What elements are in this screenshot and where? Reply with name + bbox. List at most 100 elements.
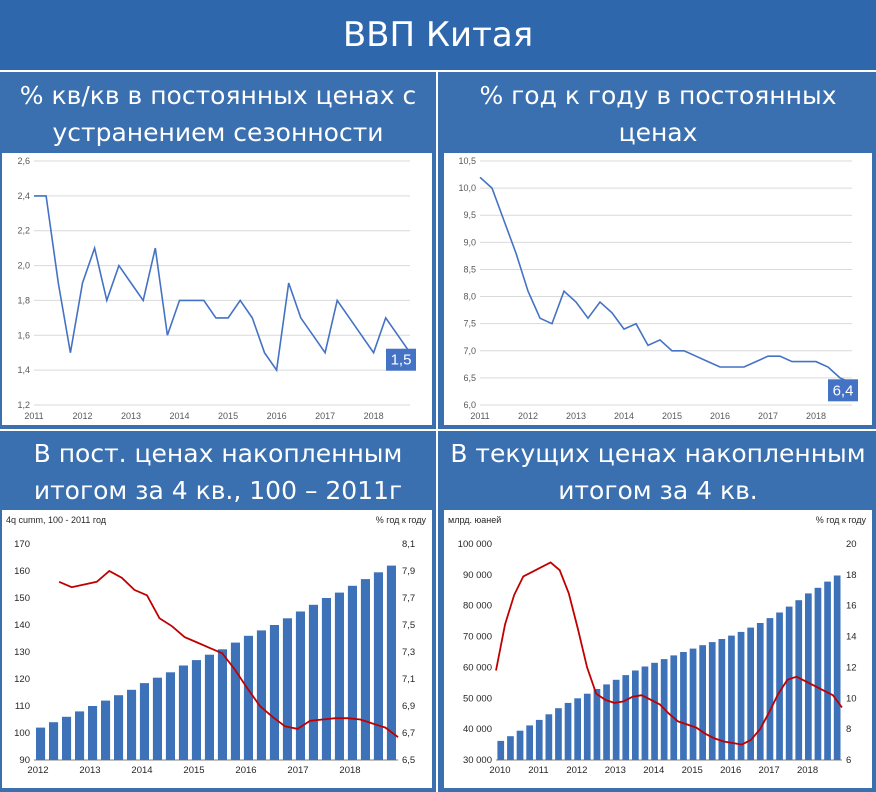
bar (593, 689, 601, 760)
x-tick-label: 2018 (797, 765, 818, 776)
y-left-tick-label: 90 (19, 755, 30, 766)
x-tick-label: 2015 (682, 765, 703, 776)
x-tick-label: 2013 (566, 411, 586, 421)
bar (217, 649, 227, 760)
bar (737, 631, 745, 760)
bar (814, 587, 822, 760)
y-tick-label: 10,0 (458, 183, 476, 193)
bar (295, 611, 305, 760)
yoy-line (495, 561, 843, 746)
y-right-tick-label: 6,9 (402, 701, 415, 712)
x-tick-label: 2012 (566, 765, 587, 776)
x-tick-label: 2018 (806, 411, 826, 421)
y-left-tick-label: 50 000 (463, 693, 492, 704)
y-left-tick-label: 170 (14, 539, 30, 550)
chart-qoq: 1,2 1,4 1,6 1,8 2,0 2,2 2,4 2,6 2011 2012 2013 2014… (2, 153, 432, 425)
x-tick-label: 2015 (218, 411, 238, 421)
bar (507, 736, 514, 760)
top-right-label: % год к году (816, 515, 867, 525)
x-tick-label: 2016 (235, 765, 256, 776)
x-tick-label: 2011 (528, 765, 548, 776)
y-left-tick-label: 90 000 (463, 570, 492, 581)
bar (718, 639, 726, 760)
bar (824, 581, 831, 760)
y-tick-label: 7,0 (463, 346, 476, 356)
bar (373, 572, 383, 760)
chart-yoy-svg: 6,0 6,5 7,0 7,5 8,0 8,5 9,0 9,5 10,0 10,5 2011 2012… (458, 156, 858, 421)
bar (805, 593, 812, 760)
y-tick-label: 6,0 (463, 400, 476, 410)
callout-label: 1,5 (391, 352, 412, 369)
y-right-tick-label: 7,3 (402, 647, 415, 658)
y-right-tick-label: 7,9 (402, 566, 415, 577)
x-tick-label: 2015 (662, 411, 682, 421)
y-right-tick-label: 20 (846, 539, 857, 550)
y-tick-label: 1,8 (17, 295, 30, 305)
panel-title-constant-cumulative: В пост. ценах накопленным итогом за 4 кв… (33, 439, 403, 505)
bar (622, 675, 630, 760)
y-right-tick-label: 6,5 (402, 755, 415, 766)
x-tick-label: 2017 (287, 765, 308, 776)
y-left-tick-label: 100 000 (458, 539, 492, 550)
x-tick-label: 2010 (489, 765, 510, 776)
bar (152, 677, 162, 760)
bar (360, 579, 370, 760)
bar (308, 604, 318, 761)
y-left-tick-label: 140 (14, 620, 30, 631)
y-tick-label: 2,6 (17, 156, 30, 166)
bar (708, 642, 716, 760)
bar (334, 592, 344, 760)
x-tick-label: 2013 (79, 765, 100, 776)
x-tick-label: 2014 (131, 765, 152, 776)
y-right-tick-label: 12 (846, 662, 857, 673)
panel-title-current-cumulative: В текущих ценах накопленным итогом за 4 … (450, 439, 866, 505)
chart-yoy: 6,0 6,5 7,0 7,5 8,0 8,5 9,0 9,5 10,0 10,5 2011 2012… (444, 153, 872, 425)
bar (670, 655, 678, 760)
bar (178, 665, 188, 760)
y-tick-label: 10,5 (458, 156, 476, 166)
x-tick-label: 2012 (27, 765, 48, 776)
y-right-tick-label: 14 (846, 632, 857, 643)
x-tick-label: 2016 (710, 411, 730, 421)
y-left-tick-label: 130 (14, 647, 30, 658)
y-right-tick-label: 8,1 (402, 539, 415, 550)
y-left-tick-label: 70 000 (463, 632, 492, 643)
x-tick-label: 2017 (758, 411, 778, 421)
x-tick-label: 2011 (470, 411, 489, 421)
bar (641, 666, 649, 760)
y-left-tick-label: 110 (15, 701, 30, 712)
chart-current-cumulative: млрд. юаней % год к году 30 000 40 000 50 00… (444, 510, 872, 788)
y-right-tick-label: 16 (846, 601, 857, 612)
bar (776, 612, 783, 760)
y-left-tick-label: 40 000 (463, 724, 492, 735)
y-left-tick-label: 160 (14, 566, 30, 577)
bar (574, 698, 581, 760)
bar (603, 684, 610, 760)
bar (680, 652, 687, 760)
y-left-tick-label: 100 (14, 728, 30, 739)
bar (62, 716, 72, 760)
bar (555, 708, 562, 760)
y-right-tick-label: 6 (846, 755, 851, 766)
callout-label: 6,4 (833, 382, 854, 399)
y-tick-label: 1,4 (17, 365, 30, 375)
x-tick-label: 2013 (121, 411, 141, 421)
y-right-tick-label: 18 (846, 570, 857, 581)
x-tick-label: 2011 (24, 411, 43, 421)
y-left-tick-label: 80 000 (463, 601, 492, 612)
bar (516, 730, 524, 760)
y-tick-label: 8,5 (463, 264, 476, 274)
bar (230, 642, 240, 760)
y-tick-label: 2,2 (17, 226, 30, 236)
bar (204, 654, 214, 760)
x-tick-label: 2014 (170, 411, 190, 421)
y-tick-label: 9,0 (463, 237, 476, 247)
y-tick-label: 2,4 (17, 191, 30, 201)
bar (165, 672, 175, 761)
bar (766, 618, 774, 760)
panel-title-qoq: % кв/кв в постоянных ценах с устранением… (19, 81, 417, 147)
bar (612, 679, 620, 760)
panel-title-yoy: % год к году в постоянных ценах (479, 81, 837, 147)
vertical-divider (436, 72, 438, 792)
y-tick-label: 9,5 (463, 210, 476, 220)
